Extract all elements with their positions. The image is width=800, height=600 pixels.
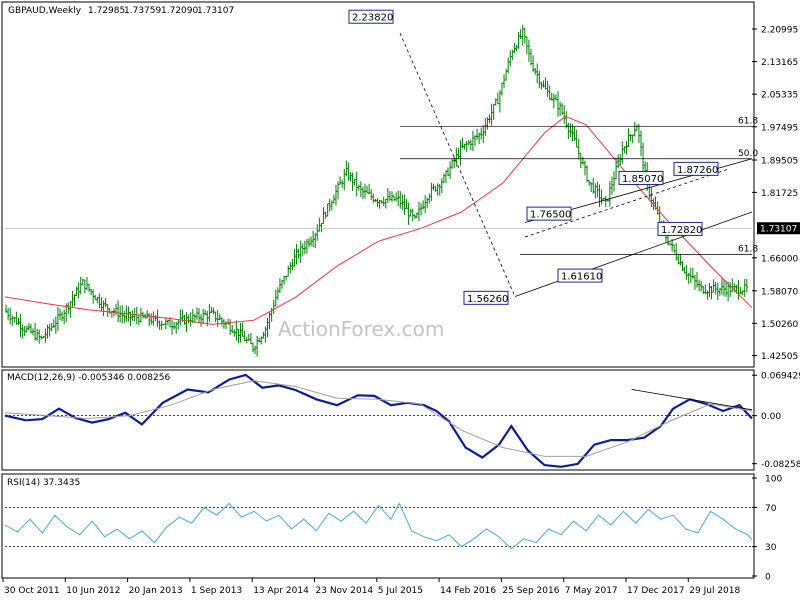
price-callout-text: 1.56260 <box>467 294 508 305</box>
macd-tick-label: -0.082582 <box>761 460 800 470</box>
rsi-line <box>4 502 753 550</box>
date-tick-label: 5 Jul 2015 <box>378 586 423 596</box>
date-tick-label: 10 Jun 2012 <box>66 586 120 596</box>
price-callout-text: 1.76500 <box>530 210 571 221</box>
ohlc-close: 1.73107 <box>197 6 234 16</box>
price-header: GBPAUD,Weekly 1.72985 1.73759 1.72090 1.… <box>8 6 234 16</box>
macd-tick-label: 0.00 <box>761 412 781 422</box>
price-tick-label: 2.05335 <box>761 91 798 101</box>
rsi-tick-label: 0 <box>765 573 771 583</box>
price-callout: 1.72820 <box>657 221 703 236</box>
rsi-tick-label: 100 <box>765 475 782 485</box>
rsi-tick-label: 30 <box>765 543 777 553</box>
fib-50-0-label: 50.0 <box>738 149 758 159</box>
current-price-marker <box>757 222 800 235</box>
macd-tick-label: 0.069429 <box>761 372 800 382</box>
price-callout: 1.76500 <box>526 206 572 221</box>
date-tick-label: 23 Nov 2014 <box>316 586 374 596</box>
price-bar <box>745 278 749 293</box>
rsi-tick-label: 70 <box>765 504 777 514</box>
price-tick-label: 1.50260 <box>761 320 798 330</box>
price-tick-label: 2.20995 <box>761 25 798 35</box>
price-callout: 1.85070 <box>618 170 664 185</box>
ohlc-high: 1.73759 <box>124 6 161 16</box>
price-title: GBPAUD,Weekly <box>8 6 82 16</box>
price-callout-text: 1.72820 <box>661 225 702 236</box>
price-callout-text: 1.61610 <box>561 272 602 283</box>
price-tick-label: 2.13165 <box>761 58 798 68</box>
date-tick-label: 29 Jul 2018 <box>689 586 740 596</box>
price-tick-label: 1.66000 <box>761 254 798 264</box>
ohlc-open: 1.72985 <box>88 6 125 16</box>
price-tick-label: 1.89505 <box>761 157 798 167</box>
date-tick-label: 7 May 2017 <box>565 586 618 596</box>
price-tick-label: 1.73107 <box>760 225 797 235</box>
date-tick-label: 1 Sep 2013 <box>191 586 242 596</box>
ohlc-low: 1.72090 <box>161 6 198 16</box>
price-callout: 1.56260 <box>463 290 509 305</box>
date-tick-label: 25 Sep 2016 <box>502 586 559 596</box>
price-callout: 2.23820 <box>348 9 394 24</box>
price-callout-text: 1.87260 <box>677 165 718 176</box>
date-tick-label: 30 Oct 2011 <box>4 586 60 596</box>
price-callout-text: 2.23820 <box>352 13 393 24</box>
signal-line <box>4 380 753 457</box>
fib-61-8-upper-label: 61.8 <box>738 116 758 126</box>
price-tick-label: 1.42505 <box>761 352 798 362</box>
macd-trend-line <box>631 389 753 411</box>
price-callout: 1.61610 <box>557 268 603 283</box>
date-tick-label: 17 Dec 2017 <box>627 586 685 596</box>
date-tick-label: 20 Jan 2013 <box>129 586 183 596</box>
channel-bottom <box>514 211 753 297</box>
sma-line <box>4 115 753 325</box>
price-tick-label: 1.81725 <box>761 189 798 199</box>
price-bars <box>4 24 749 357</box>
macd-title: MACD(12,26,9) -0.005346 0.008256 <box>7 373 170 383</box>
date-tick-label: 14 Feb 2016 <box>440 586 496 596</box>
price-layer <box>4 24 753 357</box>
macd-layer <box>4 373 753 468</box>
price-callout: 1.87260 <box>673 161 719 176</box>
rsi-panel-frame <box>1 473 755 579</box>
watermark: ActionForex.com <box>278 317 444 341</box>
rsi-layer <box>4 502 753 550</box>
price-callout-text: 1.85070 <box>622 174 663 185</box>
price-tick-label: 1.97495 <box>761 123 798 133</box>
rsi-title: RSI(14) 37.3435 <box>7 478 80 488</box>
date-tick-label: 13 Apr 2014 <box>253 586 309 596</box>
macd-panel-frame <box>1 369 755 471</box>
price-tick-label: 1.58070 <box>761 287 798 297</box>
fib-61-8-lower-label: 61.8 <box>738 244 758 254</box>
annotation-layer: 61.8 50.0 61.8 2.23820 1.87260 1.85070 1.76500… <box>5 9 758 305</box>
axis-layer: 2.20995 2.13165 2.05335 1.97495 1.89505 1.817… <box>2 25 800 596</box>
